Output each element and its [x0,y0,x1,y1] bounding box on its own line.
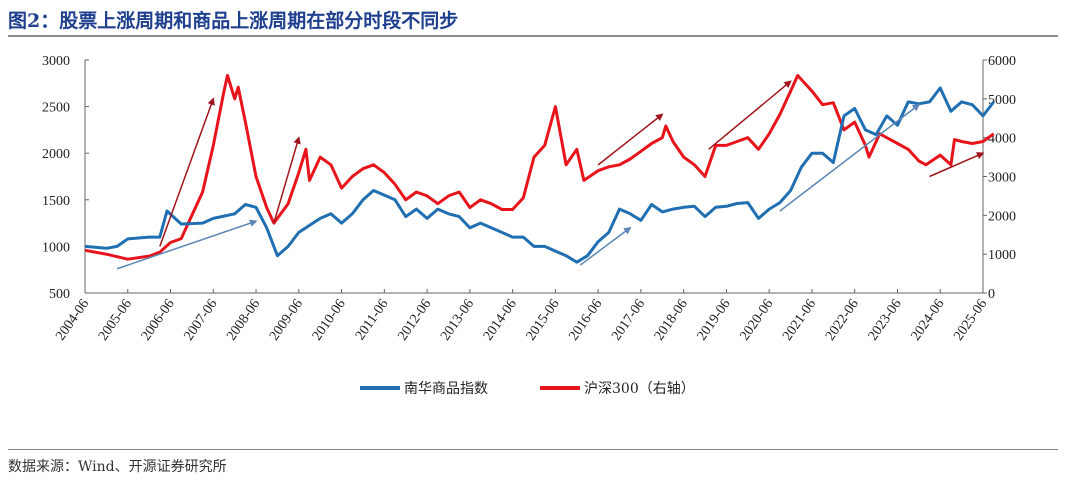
x-tick-label: 2020-06 [737,297,776,344]
left-tick-label: 2000 [42,147,70,162]
left-tick-label: 500 [49,287,70,302]
trend-arrow [708,80,792,150]
x-tick-label: 2011-06 [353,297,392,343]
legend-label-nanhua: 南华商品指数 [404,381,488,397]
x-tick-label: 2008-06 [224,297,263,344]
right-tick-label: 0 [988,287,995,302]
trend-arrow [159,97,215,247]
x-tick-label: 2014-06 [481,297,520,344]
title-divider [8,35,1058,37]
x-tick-label: 2018-06 [652,297,691,344]
trend-arrow [929,152,985,178]
x-tick-label: 2024-06 [908,297,947,344]
x-tick-label: 2010-06 [310,297,349,344]
x-tick-label: 2006-06 [139,297,178,344]
x-tick-label: 2009-06 [267,297,306,344]
x-tick-label: 2005-06 [96,297,135,344]
trend-arrow [579,226,632,266]
trend-arrows [116,80,985,270]
x-tick-label: 2007-06 [182,297,221,344]
trend-arrow [779,103,921,212]
source-note: 数据来源：Wind、开源证券研究所 [8,459,227,475]
left-tick-label: 3000 [42,54,70,69]
x-tick-label: 2012-06 [395,297,434,344]
right-tick-label: 4000 [988,132,1016,147]
right-tick-label: 1000 [988,248,1016,263]
x-tick-label: 2015-06 [524,297,563,344]
legend: 南华商品指数 沪深300（右轴） [360,381,695,397]
axes: 500 1000 1500 2000 2500 3000 0 1000 2000 3000 4000… [42,54,1016,344]
right-tick-label: 3000 [988,171,1016,186]
legend-label-csi300: 沪深300（右轴） [584,381,695,397]
series-lines [84,74,995,264]
footer-divider [8,449,1058,450]
x-tick-label: 2019-06 [695,297,734,344]
trend-arrow [116,219,258,270]
x-tick-label: 2023-06 [866,297,905,344]
left-tick-label: 1500 [42,194,70,209]
x-tick-label: 2025-06 [951,297,990,344]
x-tick-label: 2022-06 [823,297,862,344]
series-line-csi300 [84,74,995,261]
right-tick-label: 2000 [988,209,1016,224]
x-tick-label: 2017-06 [609,297,648,344]
x-tick-label: 2013-06 [438,297,477,344]
right-tick-label: 6000 [988,54,1016,69]
dual-axis-line-chart: 500 1000 1500 2000 2500 3000 0 1000 2000 3000 4000… [42,54,1016,397]
left-tick-label: 1000 [42,240,70,255]
figure-title: 图2：股票上涨周期和商品上涨周期在部分时段不同步 [8,10,459,32]
trend-arrow [273,136,301,224]
x-tick-label: 2021-06 [780,297,819,344]
trend-arrow [597,113,664,166]
x-tick-label: 2004-06 [53,297,92,344]
left-tick-label: 2500 [42,101,70,116]
right-tick-label: 5000 [988,93,1016,108]
x-tick-label: 2016-06 [566,297,605,344]
series-line-nanhua [84,86,995,264]
